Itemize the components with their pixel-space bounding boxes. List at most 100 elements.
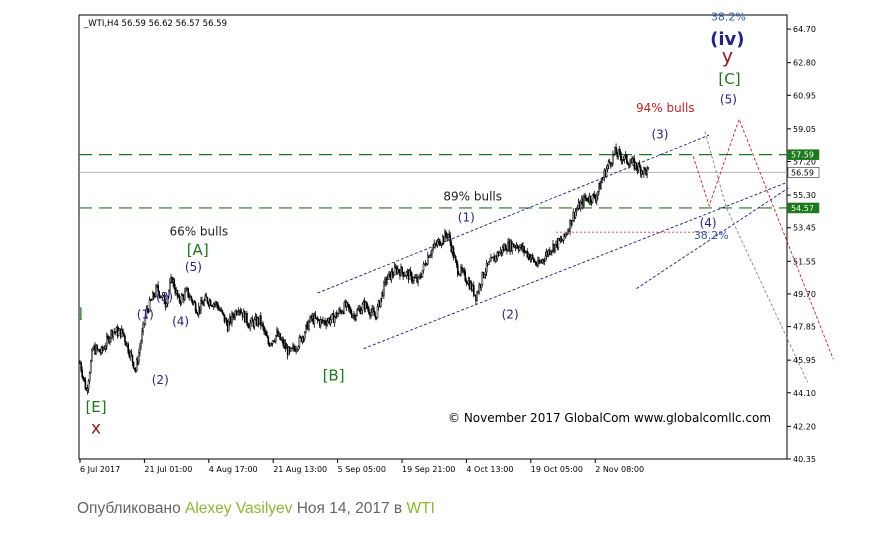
channel-line	[363, 182, 787, 350]
candle-body	[405, 271, 408, 276]
x-tick-label: 21 Jul 01:00	[144, 465, 192, 474]
candle-body	[214, 303, 216, 305]
y-tick-label: 42.20	[793, 422, 816, 431]
candle-body	[191, 299, 194, 304]
candle-body	[596, 195, 598, 202]
y-tick-label: 64.70	[793, 25, 816, 34]
candle-body	[629, 162, 631, 167]
byline-prefix: Опубликовано	[77, 500, 186, 517]
candle-body	[109, 338, 111, 343]
candle-body	[204, 295, 207, 301]
candle-body	[647, 167, 650, 169]
candle-body	[263, 326, 265, 332]
candle-body	[459, 273, 461, 276]
candle-body	[450, 242, 453, 252]
candle-body	[150, 299, 153, 301]
candle-body	[447, 233, 449, 239]
candle-body	[597, 191, 599, 196]
x-tick-label: 4 Aug 17:00	[209, 465, 258, 474]
candle-body	[313, 314, 316, 324]
candle-body	[586, 197, 589, 201]
candle-body	[282, 339, 285, 347]
candle-body	[430, 253, 432, 256]
candle-body	[216, 301, 218, 306]
candle-body	[413, 277, 415, 281]
candle-body	[373, 310, 376, 316]
candle-body	[483, 274, 486, 278]
candle-body	[165, 303, 168, 307]
forecast-path	[704, 131, 809, 383]
y-tick-label: 47.85	[793, 323, 816, 332]
y-tick-label: 45.95	[793, 356, 816, 365]
y-tick-label: 62.80	[793, 59, 816, 68]
candle-body	[247, 323, 249, 327]
candle-body	[91, 350, 93, 362]
candle-body	[393, 266, 396, 276]
candle-body	[209, 300, 212, 306]
candle-body	[550, 251, 552, 255]
candle-body	[339, 309, 341, 312]
author-link[interactable]: Alexey Vasilyev	[185, 500, 293, 517]
candle-body	[82, 376, 85, 379]
wave-annotation: y	[722, 46, 733, 68]
candle-body	[484, 271, 487, 275]
candle-body	[180, 294, 183, 304]
candle-body	[345, 301, 348, 307]
candle-body	[293, 345, 295, 349]
candle-body	[194, 302, 197, 312]
candle-body	[535, 261, 537, 265]
candle-body	[501, 247, 504, 254]
candle-body	[608, 161, 611, 164]
candle-body	[565, 233, 567, 237]
candle-body	[351, 313, 353, 318]
candle-body	[296, 349, 299, 351]
candle-body	[225, 318, 228, 324]
candle-body	[269, 343, 272, 347]
candle-body	[394, 266, 397, 268]
candle-body	[438, 239, 441, 246]
candle-body	[320, 319, 322, 326]
candle-body	[402, 271, 404, 277]
candle-body	[448, 233, 450, 236]
wave-annotation: 94% bulls	[636, 101, 695, 115]
candle-body	[88, 372, 91, 382]
candle-body	[190, 296, 193, 300]
candle-body	[531, 255, 534, 259]
candle-body	[445, 231, 447, 237]
candle-body	[146, 308, 149, 311]
candle-body	[184, 291, 186, 300]
candle-body	[89, 360, 92, 374]
candle-body	[103, 348, 106, 350]
forecast-path	[692, 117, 834, 360]
tag-link[interactable]: WTI	[406, 500, 435, 517]
candle-body	[574, 211, 577, 218]
candle-body	[104, 345, 107, 349]
candle-body	[154, 295, 156, 298]
candle-body	[251, 318, 254, 322]
chart-title: _WTI,H4 56.59 56.62 56.57 56.59	[83, 19, 227, 29]
y-tick-label: 59.05	[793, 125, 816, 134]
candle-body	[569, 220, 571, 232]
candle-body	[131, 354, 134, 363]
candle-body	[86, 388, 89, 391]
candle-body	[602, 177, 605, 181]
candle-body	[617, 149, 620, 157]
candle-body	[187, 287, 189, 297]
candle-body	[176, 290, 179, 297]
candle-body	[271, 340, 274, 344]
candle-body	[173, 279, 176, 289]
candle-body	[561, 240, 564, 242]
wave-annotation: [E]	[85, 398, 106, 416]
candle-body	[554, 243, 556, 252]
candle-body	[330, 314, 333, 320]
candle-body	[444, 231, 446, 242]
candle-body	[133, 367, 136, 370]
candle-body	[221, 309, 224, 313]
candle-body	[246, 313, 248, 324]
candle-body	[161, 294, 164, 298]
channel-line	[317, 134, 710, 294]
byline-date: Ноя 14, 2017 в	[292, 500, 407, 517]
candle-body	[227, 321, 230, 332]
candle-body	[480, 284, 483, 288]
candle-body	[494, 255, 497, 262]
